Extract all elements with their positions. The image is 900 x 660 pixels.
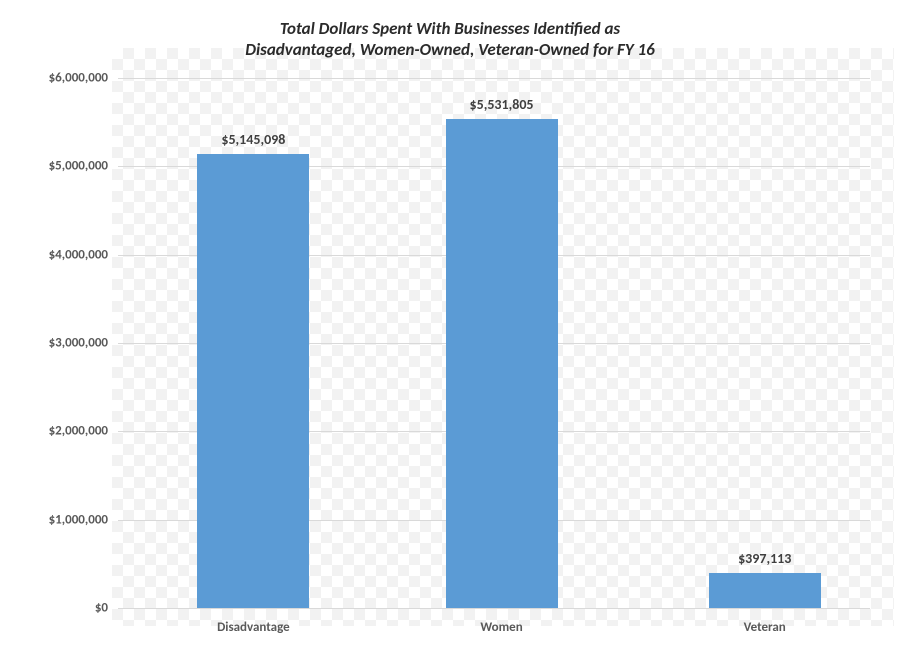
x-tick-label: Disadvantage: [217, 620, 290, 635]
bar-value-label: $5,531,805: [470, 96, 534, 113]
bar-veteran: $397,113: [709, 573, 821, 608]
y-tick-label: $2,000,000: [49, 424, 118, 439]
y-tick-label: $1,000,000: [49, 512, 118, 527]
gridline: [118, 608, 870, 609]
x-tick-label: Veteran: [744, 620, 786, 635]
y-tick-label: $6,000,000: [49, 71, 118, 86]
y-tick-label: $5,000,000: [49, 159, 118, 174]
y-tick-label: $0: [95, 601, 118, 616]
chart-title: Total Dollars Spent With Businesses Iden…: [0, 18, 900, 61]
chart-title-line1: Total Dollars Spent With Businesses Iden…: [280, 18, 620, 39]
bar-value-label: $397,113: [738, 550, 791, 567]
bar-disadvantage: $5,145,098: [197, 154, 309, 608]
x-tick-label: Women: [480, 620, 522, 635]
chart-title-line2: Disadvantaged, Women-Owned, Veteran-Owne…: [245, 39, 655, 60]
y-tick-label: $3,000,000: [49, 336, 118, 351]
bar-value-label: $5,145,098: [221, 131, 285, 148]
plot-area: $0$1,000,000$2,000,000$3,000,000$4,000,0…: [118, 78, 870, 608]
bar-women: $5,531,805: [446, 119, 558, 608]
y-tick-label: $4,000,000: [49, 247, 118, 262]
gridline: [118, 78, 870, 79]
